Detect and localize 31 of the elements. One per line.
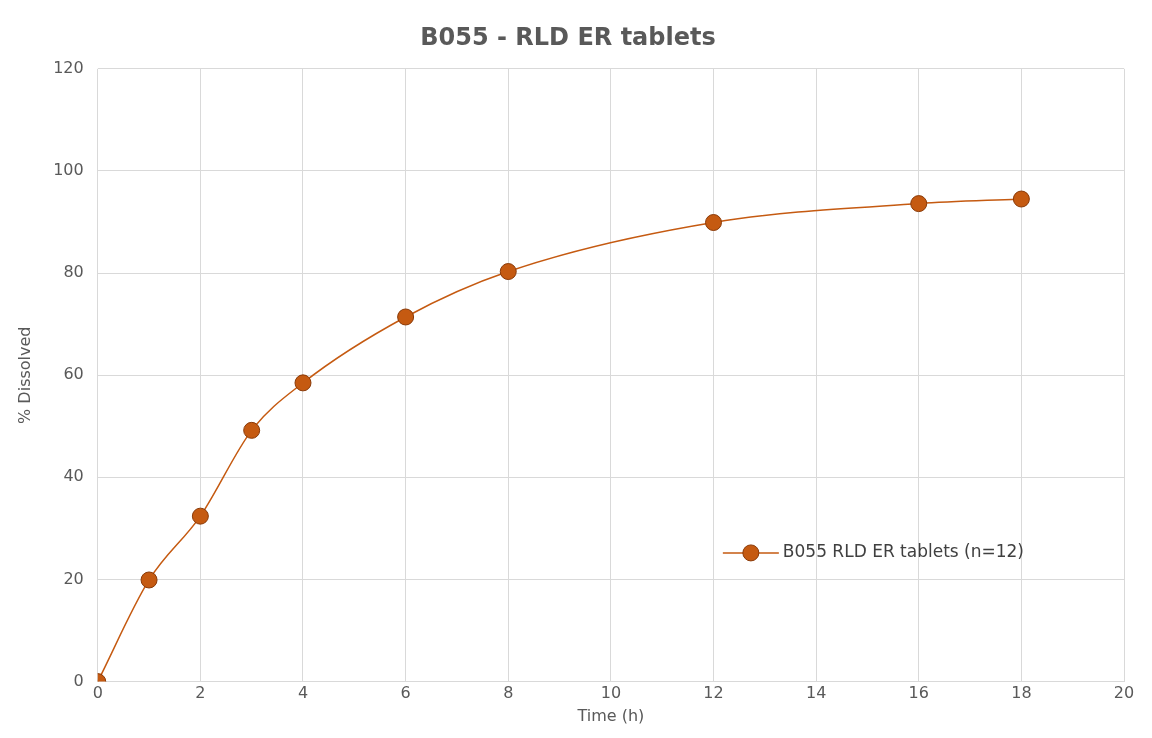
y-tick-label: 20 [63,568,84,588]
x-tick-label: 10 [600,683,622,703]
x-tick-label: 0 [92,683,103,703]
x-tick-label: 14 [805,683,827,703]
x-tick-label: 18 [1011,683,1032,703]
chart-title: B055 - RLD ER tablets [420,22,716,51]
x-tick-label: 20 [1113,683,1135,703]
point [191,507,209,525]
y-tick-label: 40 [63,466,84,486]
x-tick-label: 6 [400,683,411,703]
point [705,214,722,232]
point [140,571,158,589]
x-tick-label: 12 [703,683,724,703]
y-tick-label: 100 [53,160,84,180]
point [1012,190,1030,208]
point [294,374,312,392]
y-tick-label: 0 [73,670,84,690]
y-tick-label: 60 [63,364,84,384]
y-tick-label: 80 [63,262,84,282]
point [910,195,928,213]
legend-label: B055 RLD ER tablets (n=12) [782,541,1025,562]
x-tick-label: 2 [195,683,206,703]
point [499,263,517,281]
x-axis-title: Time (h) [576,705,645,725]
x-tick-label: 4 [297,683,309,703]
point [397,308,415,326]
y-tick-label: 120 [53,57,84,77]
x-tick-label: 16 [908,683,929,703]
x-tick-label: 8 [503,683,514,703]
point [243,421,261,439]
y-axis-title: % Dissolved [14,326,34,424]
